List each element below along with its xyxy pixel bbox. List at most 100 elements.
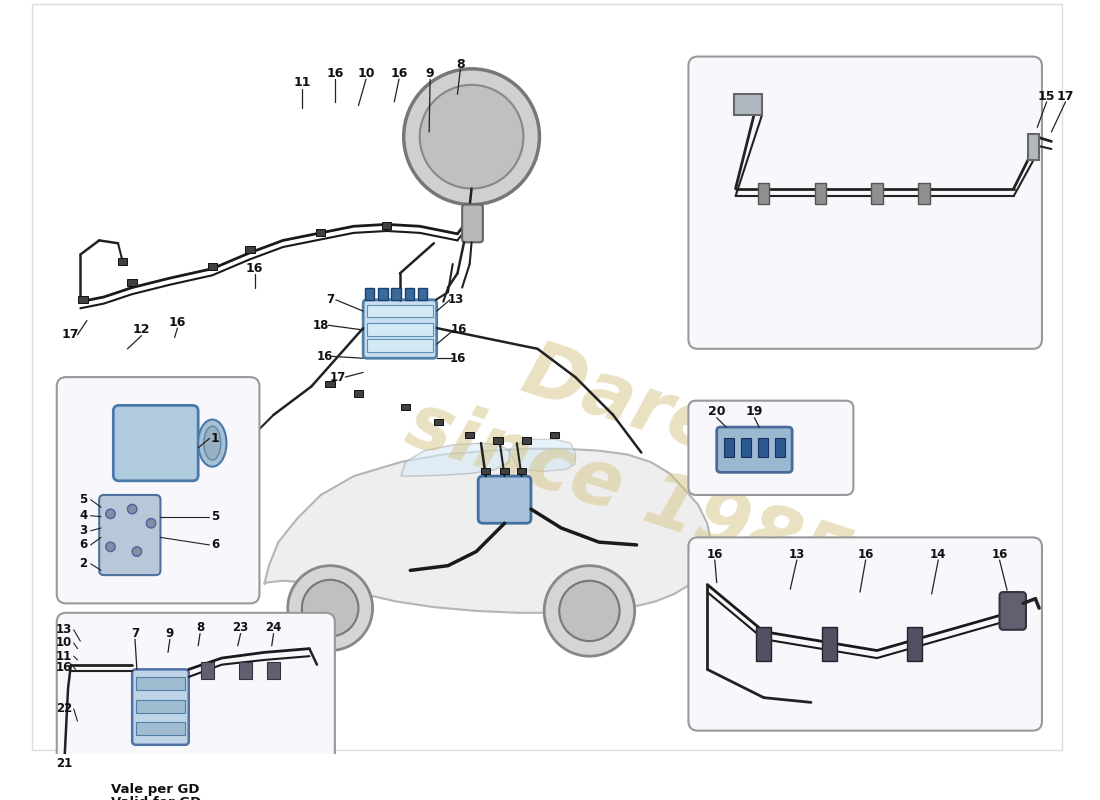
Bar xyxy=(378,289,387,300)
Bar xyxy=(245,246,255,253)
Bar xyxy=(162,764,170,777)
Bar xyxy=(136,722,185,735)
Bar xyxy=(757,627,771,661)
Text: 8: 8 xyxy=(456,58,464,70)
Bar xyxy=(118,258,128,265)
Text: 20: 20 xyxy=(708,406,726,418)
Bar xyxy=(316,229,326,236)
Circle shape xyxy=(544,566,635,656)
Text: 11: 11 xyxy=(56,650,73,662)
Text: 10: 10 xyxy=(358,67,375,80)
Circle shape xyxy=(132,547,142,556)
Circle shape xyxy=(106,542,116,551)
Bar xyxy=(1027,134,1040,160)
Bar xyxy=(517,468,526,474)
Bar xyxy=(734,94,762,115)
Bar xyxy=(208,263,217,270)
Text: 3: 3 xyxy=(79,524,87,538)
Text: 9: 9 xyxy=(426,67,434,80)
Bar xyxy=(550,432,559,438)
Polygon shape xyxy=(400,443,509,476)
Text: 5: 5 xyxy=(211,510,219,523)
FancyBboxPatch shape xyxy=(689,538,1042,730)
FancyBboxPatch shape xyxy=(363,300,437,358)
Text: 18: 18 xyxy=(312,318,329,332)
Text: 17: 17 xyxy=(330,370,345,384)
Text: 7: 7 xyxy=(131,627,139,640)
Text: 17: 17 xyxy=(1057,90,1075,102)
Text: 6: 6 xyxy=(211,538,219,551)
Bar xyxy=(823,627,837,661)
Bar xyxy=(465,432,474,438)
Ellipse shape xyxy=(204,426,221,460)
Bar xyxy=(815,183,826,204)
Bar xyxy=(400,403,410,410)
Text: Valid for GD: Valid for GD xyxy=(111,796,201,800)
FancyBboxPatch shape xyxy=(478,476,531,523)
FancyBboxPatch shape xyxy=(57,377,260,603)
Text: 16: 16 xyxy=(168,316,186,329)
FancyBboxPatch shape xyxy=(717,427,792,472)
Bar xyxy=(239,662,252,679)
FancyBboxPatch shape xyxy=(462,205,483,242)
Circle shape xyxy=(128,504,136,514)
Bar xyxy=(758,183,770,204)
Polygon shape xyxy=(509,439,575,471)
Circle shape xyxy=(559,581,619,641)
Text: Dare's
since 1985: Dare's since 1985 xyxy=(397,306,886,600)
Circle shape xyxy=(420,85,524,189)
Text: 15: 15 xyxy=(1038,90,1055,102)
FancyBboxPatch shape xyxy=(1000,592,1026,630)
Text: 1: 1 xyxy=(211,432,220,445)
Text: 19: 19 xyxy=(746,406,763,418)
Bar xyxy=(354,390,363,397)
Bar xyxy=(418,289,427,300)
Bar xyxy=(493,438,503,444)
FancyBboxPatch shape xyxy=(99,495,161,575)
Circle shape xyxy=(288,566,373,650)
Text: 13: 13 xyxy=(448,294,464,306)
Bar xyxy=(392,289,400,300)
Bar xyxy=(367,339,433,352)
Bar xyxy=(724,438,734,458)
Text: 16: 16 xyxy=(449,352,465,365)
FancyBboxPatch shape xyxy=(132,670,189,745)
Bar xyxy=(405,289,414,300)
Bar xyxy=(135,764,144,777)
Bar xyxy=(365,289,374,300)
Text: 16: 16 xyxy=(246,262,263,275)
Text: 9: 9 xyxy=(166,627,174,640)
Bar xyxy=(758,438,768,458)
Circle shape xyxy=(301,580,359,636)
Text: 16: 16 xyxy=(327,67,343,80)
Bar xyxy=(871,183,882,204)
Ellipse shape xyxy=(198,419,227,466)
Text: 16: 16 xyxy=(56,661,73,674)
Text: 12: 12 xyxy=(133,323,151,337)
Text: 7: 7 xyxy=(326,294,334,306)
Text: 5: 5 xyxy=(79,493,87,506)
Text: 11: 11 xyxy=(293,77,310,90)
Text: 4: 4 xyxy=(79,510,87,522)
Circle shape xyxy=(106,509,116,518)
Bar xyxy=(367,323,433,336)
Bar xyxy=(776,438,784,458)
Bar xyxy=(741,438,750,458)
Text: 16: 16 xyxy=(991,548,1008,561)
Bar xyxy=(148,764,157,777)
Bar xyxy=(908,627,922,661)
Bar xyxy=(78,296,88,302)
Text: 17: 17 xyxy=(62,328,79,341)
Text: 24: 24 xyxy=(265,622,282,634)
Bar xyxy=(326,381,334,387)
Text: 14: 14 xyxy=(931,548,946,561)
Circle shape xyxy=(404,69,539,205)
Polygon shape xyxy=(264,449,712,613)
Bar xyxy=(382,222,392,229)
Bar xyxy=(128,279,136,286)
Bar xyxy=(433,418,443,425)
Text: 21: 21 xyxy=(56,757,73,770)
Bar xyxy=(918,183,930,204)
Text: 16: 16 xyxy=(390,67,408,80)
Bar xyxy=(201,662,214,679)
